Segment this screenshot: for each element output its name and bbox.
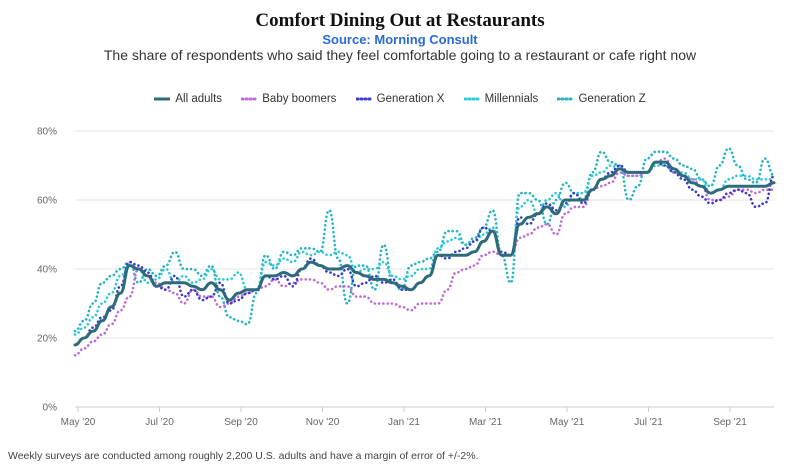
plot-area — [73, 147, 776, 357]
legend-item-millennials[interactable]: Millennials — [463, 93, 539, 105]
legend-swatch-icon — [355, 97, 372, 101]
series-line-millennials[interactable] — [73, 164, 776, 336]
y-tick-label: 0% — [43, 403, 58, 414]
gridlines — [75, 130, 774, 408]
chart-source: Source: Morning Consult — [322, 32, 478, 47]
series-line-generation-x[interactable] — [73, 160, 776, 347]
legend-label: Generation Z — [578, 93, 646, 105]
legend-label: All adults — [175, 93, 223, 105]
x-tick-label: Jul '20 — [145, 417, 174, 428]
legend-swatch-icon — [241, 97, 258, 101]
y-tick-label: 60% — [37, 196, 57, 207]
legend-label: Millennials — [484, 93, 539, 105]
y-tick-label: 80% — [37, 127, 57, 138]
series-line-generation-z[interactable] — [73, 147, 776, 333]
legend-item-baby-boomers[interactable]: Baby boomers — [241, 93, 336, 105]
x-tick-label: Mar '21 — [469, 417, 502, 428]
legend-label: Generation X — [376, 93, 445, 105]
legend-swatch-icon — [463, 97, 480, 101]
x-axis: May '20 Jul '20 Sep '20 Nov '20 Jan '21 Mar '… — [61, 407, 747, 428]
series-line-baby-boomers[interactable] — [73, 157, 776, 357]
x-tick-label: Nov '20 — [306, 417, 340, 428]
legend-item-generation-x[interactable]: Generation X — [355, 93, 445, 105]
x-tick-label: Jan '21 — [388, 417, 420, 428]
chart-subtitle: The share of respondents who said they f… — [103, 47, 697, 63]
x-tick-label: Jul '21 — [634, 417, 663, 428]
chart-title: Comfort Dining Out at Restaurants — [255, 10, 545, 31]
legend-swatch-icon — [557, 97, 574, 101]
legend-item-generation-z[interactable]: Generation Z — [557, 93, 646, 105]
x-tick-label: Sep '20 — [224, 417, 258, 428]
legend-swatch-icon — [154, 97, 171, 101]
line-chart: 0% 20% 40% 60% 80% May '20 Jul '20 Sep '20 Nov … — [37, 127, 776, 428]
x-tick-label: May '20 — [61, 417, 96, 428]
y-tick-label: 40% — [37, 265, 57, 276]
x-tick-label: May '21 — [550, 417, 585, 428]
series-line-all-adults[interactable] — [73, 160, 776, 347]
y-axis: 0% 20% 40% 60% 80% — [37, 127, 57, 414]
legend-label: Baby boomers — [262, 93, 337, 105]
legend: All adults Baby boomers Generation X Mil… — [0, 93, 800, 105]
footnote: Weekly surveys are conducted among rough… — [8, 450, 479, 462]
legend-item-all-adults[interactable]: All adults — [154, 93, 222, 105]
x-tick-label: Sep '21 — [713, 417, 747, 428]
y-tick-label: 20% — [37, 334, 57, 345]
